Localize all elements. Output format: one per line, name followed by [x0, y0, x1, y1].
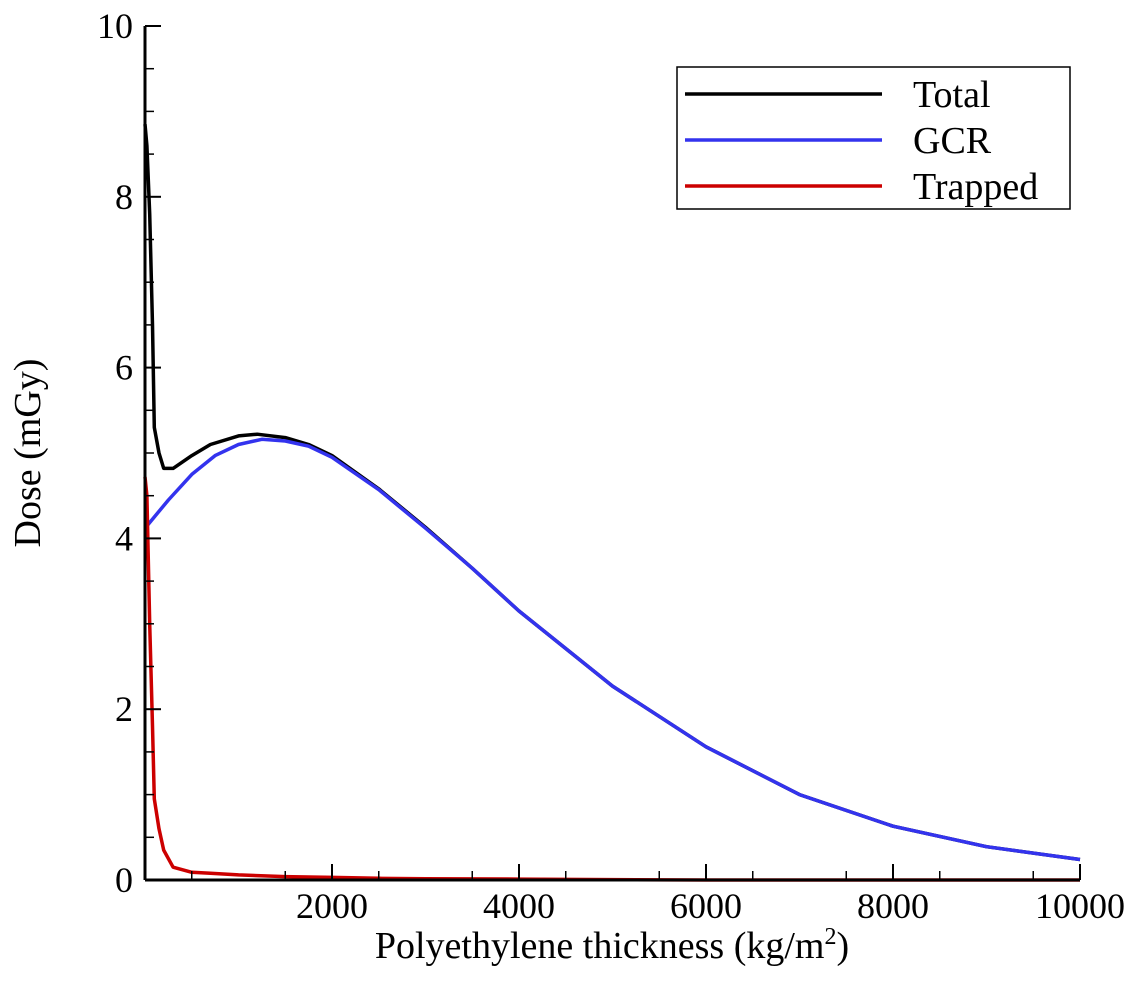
series-line-trapped [143, 476, 1080, 882]
labels-layer: Polyethylene thickness (kg/m2) Dose (mGy… [7, 359, 849, 967]
y-tick-label: 10 [97, 6, 133, 46]
series-line-total [143, 124, 1081, 862]
x-tick-label: 6000 [670, 886, 742, 926]
ticks-layer: 2000 4000 6000 8000 10000 0 2 4 6 8 10 [97, 6, 1125, 926]
series-line-gcr [143, 437, 1081, 862]
x-tick-label: 4000 [483, 886, 555, 926]
legend-label-trapped: Trapped [913, 166, 1038, 208]
y-tick-label: 4 [115, 518, 133, 558]
legend-label-total: Total [913, 74, 991, 116]
legend-label-gcr: GCR [913, 120, 992, 162]
series-layer [143, 124, 1081, 882]
x-tick-label: 10000 [1035, 886, 1125, 926]
x-tick-label: 2000 [296, 886, 368, 926]
x-axis-title: Polyethylene thickness (kg/m2) [375, 924, 849, 967]
y-tick-label: 6 [115, 348, 133, 388]
y-tick-label: 0 [115, 860, 133, 900]
y-tick-label: 8 [115, 177, 133, 217]
y-axis-title: Dose (mGy) [7, 359, 49, 548]
x-tick-label: 8000 [857, 886, 929, 926]
y-tick-label: 2 [115, 689, 133, 729]
